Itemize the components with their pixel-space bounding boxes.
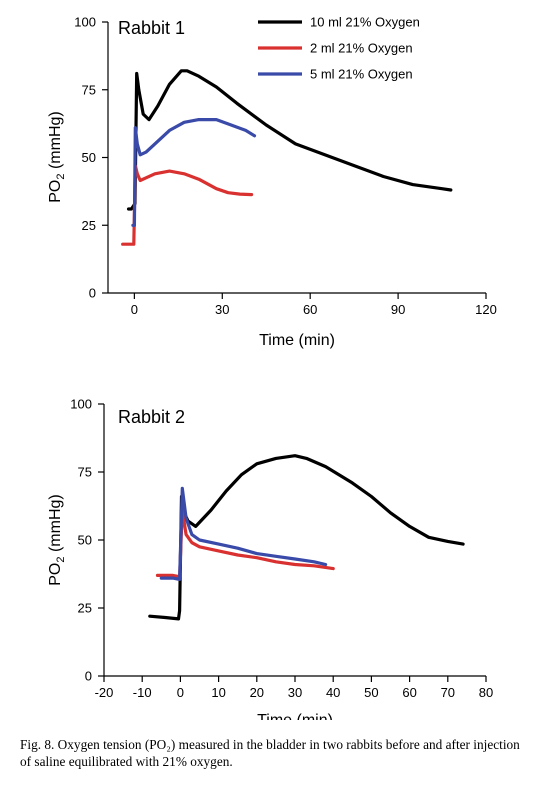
series-line-1 (126, 69, 453, 211)
x-axis-label: Time (min) (257, 712, 333, 720)
y-tick-label: 0 (89, 286, 96, 301)
y-tick-label: 75 (78, 465, 92, 480)
legend-label: 2 ml 21% Oxygen (310, 41, 413, 56)
y-tick-label: 25 (82, 218, 96, 233)
x-tick-label: 30 (288, 685, 302, 700)
series-line-3 (159, 486, 328, 582)
x-tick-label: -10 (133, 685, 152, 700)
y-tick-label: 50 (82, 150, 96, 165)
x-tick-label: 20 (250, 685, 264, 700)
x-tick-label: 50 (364, 685, 378, 700)
series-line-2 (121, 164, 254, 246)
x-tick-label: 70 (441, 685, 455, 700)
series-line-2 (155, 508, 335, 579)
x-tick-label: 120 (475, 302, 497, 317)
x-tick-label: 60 (303, 302, 317, 317)
series-line-3 (131, 117, 257, 227)
y-tick-label: 100 (70, 397, 92, 412)
y-axis-label: PO2 (mmHg) (47, 494, 67, 585)
panel-label: Rabbit 1 (118, 18, 185, 38)
legend-label: 10 ml 21% Oxygen (310, 15, 420, 30)
x-tick-label: 80 (479, 685, 493, 700)
x-tick-label: 30 (215, 302, 229, 317)
y-tick-label: 75 (82, 82, 96, 97)
y-tick-label: 50 (78, 533, 92, 548)
x-tick-label: 90 (391, 302, 405, 317)
x-tick-label: 0 (131, 302, 138, 317)
legend: 10 ml 21% Oxygen 2 ml 21% Oxygen 5 ml 21% … (258, 15, 420, 82)
x-tick-label: 60 (402, 685, 416, 700)
x-tick-label: 10 (211, 685, 225, 700)
legend-label: 5 ml 21% Oxygen (310, 67, 413, 82)
y-tick-label: 100 (74, 15, 96, 30)
y-axis-label: PO2 (mmHg) (47, 111, 67, 202)
y-tick-label: 0 (85, 669, 92, 684)
panel-label: Rabbit 2 (118, 407, 185, 427)
x-tick-label: 0 (177, 685, 184, 700)
y-tick-label: 25 (78, 601, 92, 616)
chart-panel-1: 0 30 60 90 120 0 25 50 75 100 Time (min) PO2 (mmHg)… (47, 15, 497, 350)
x-tick-label: 40 (326, 685, 340, 700)
x-axis-label: Time (min) (259, 332, 335, 349)
x-tick-label: -20 (95, 685, 114, 700)
figure: 0 30 60 90 120 0 25 50 75 100 Time (min) PO2 (mmHg)… (47, 15, 497, 730)
chart-panel-2: -20 -10 0 10 20 30 40 50 60 70 80 0 25 50 75 100 Time (m… (47, 397, 493, 730)
figure-caption: Fig. 8. Oxygen tension (PO₂) measured in… (20, 737, 520, 769)
